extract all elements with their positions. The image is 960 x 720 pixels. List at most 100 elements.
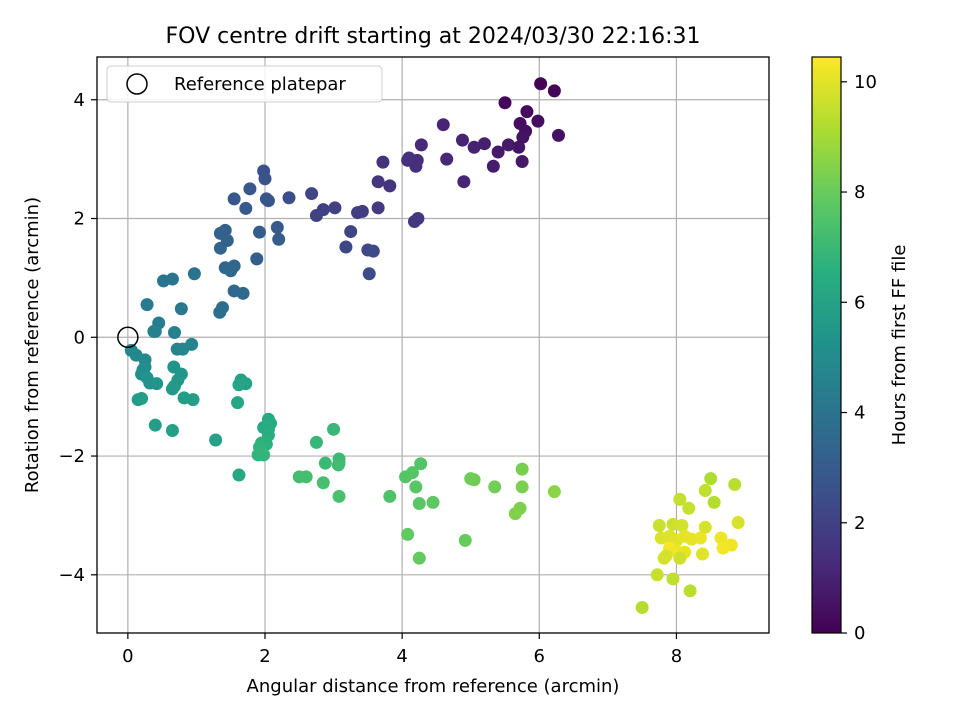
legend-entry-reference-platepar: Reference platepar <box>174 74 346 95</box>
data-point <box>498 96 512 110</box>
data-point <box>486 159 500 173</box>
data-point <box>328 201 342 215</box>
data-point <box>675 519 689 533</box>
data-point <box>309 209 323 223</box>
x-axis-label: Angular distance from reference (arcmin) <box>247 676 620 697</box>
data-point <box>650 568 664 582</box>
data-point <box>515 155 529 169</box>
data-point <box>458 533 472 547</box>
data-point <box>531 114 545 128</box>
data-point <box>414 138 428 152</box>
colorbar-tick-label: 8 <box>854 182 865 203</box>
data-point <box>232 378 246 392</box>
data-point <box>457 175 471 189</box>
data-point <box>187 267 201 281</box>
data-point <box>731 516 745 530</box>
data-point <box>232 468 246 482</box>
data-point <box>383 179 397 193</box>
data-point <box>258 172 272 186</box>
data-point <box>714 531 728 545</box>
legend-box <box>106 65 383 103</box>
data-point <box>698 483 712 497</box>
data-point <box>344 225 358 239</box>
data-point <box>186 393 200 407</box>
colorbar-tick-label: 6 <box>854 292 865 313</box>
data-point <box>657 551 671 565</box>
data-point <box>547 485 561 499</box>
colorbar-tick-label: 10 <box>854 72 877 93</box>
data-point <box>728 478 742 492</box>
data-point <box>351 206 365 220</box>
colorbar-ticks: 0 2 4 6 8 10 <box>841 72 877 644</box>
data-point <box>213 241 227 255</box>
data-point <box>135 391 149 405</box>
data-point <box>231 396 245 410</box>
data-point <box>309 435 323 449</box>
x-tick-label: 6 <box>534 646 545 667</box>
data-point <box>477 137 491 151</box>
data-point <box>414 457 428 471</box>
legend-marker-circle <box>126 73 148 95</box>
data-point <box>551 128 565 142</box>
data-point <box>534 77 548 91</box>
data-point <box>520 105 534 119</box>
data-point <box>362 267 376 281</box>
data-point <box>140 298 154 312</box>
data-point <box>488 480 502 494</box>
y-tick-label: 4 <box>74 90 85 111</box>
data-point <box>673 551 687 565</box>
data-point <box>366 244 380 258</box>
x-tick-label: 8 <box>671 646 682 667</box>
data-point <box>250 252 264 266</box>
data-point <box>693 531 707 545</box>
data-point <box>157 274 171 288</box>
data-point <box>327 422 341 436</box>
data-point <box>332 489 346 503</box>
data-point <box>682 501 696 515</box>
data-point <box>501 138 515 152</box>
data-point <box>467 140 481 154</box>
data-point <box>673 492 687 506</box>
colorbar-tick-label: 0 <box>854 623 865 644</box>
data-point <box>547 84 561 98</box>
data-point <box>148 418 162 432</box>
reference-platepar-marker <box>117 326 139 349</box>
data-point <box>383 489 397 503</box>
colorbar-tick-label: 2 <box>854 513 865 534</box>
data-point <box>704 472 718 486</box>
x-tick-label: 0 <box>122 646 133 667</box>
data-point <box>512 140 526 154</box>
colorbar: 0 2 4 6 8 10 Hours from first FF file <box>811 56 910 644</box>
data-point <box>270 220 284 234</box>
data-point <box>174 302 188 316</box>
data-point <box>635 600 649 614</box>
colorbar-tick-label: 4 <box>854 403 865 424</box>
data-point <box>227 192 241 206</box>
data-point <box>508 507 522 521</box>
data-point <box>339 240 353 254</box>
y-axis-label: Rotation from reference (arcmin) <box>22 197 43 493</box>
data-point <box>331 458 345 472</box>
data-point <box>409 480 423 494</box>
data-point <box>666 572 680 586</box>
data-point <box>516 130 530 144</box>
data-point <box>371 175 385 189</box>
data-point <box>376 155 390 169</box>
x-tick-label: 4 <box>396 646 407 667</box>
data-point <box>515 480 529 494</box>
data-point <box>412 551 426 565</box>
data-point <box>257 448 271 462</box>
data-point <box>213 305 227 319</box>
data-point <box>167 326 181 340</box>
data-point <box>707 495 721 509</box>
data-point <box>253 225 267 239</box>
data-point <box>467 473 481 487</box>
data-point <box>282 191 296 205</box>
data-point <box>436 118 450 132</box>
y-tick-label: −2 <box>58 446 85 467</box>
axis-ticks: 0 2 4 6 8 −4 −2 0 2 4 <box>58 90 682 667</box>
data-point <box>259 192 273 206</box>
data-point <box>272 232 286 246</box>
data-point <box>371 201 385 215</box>
